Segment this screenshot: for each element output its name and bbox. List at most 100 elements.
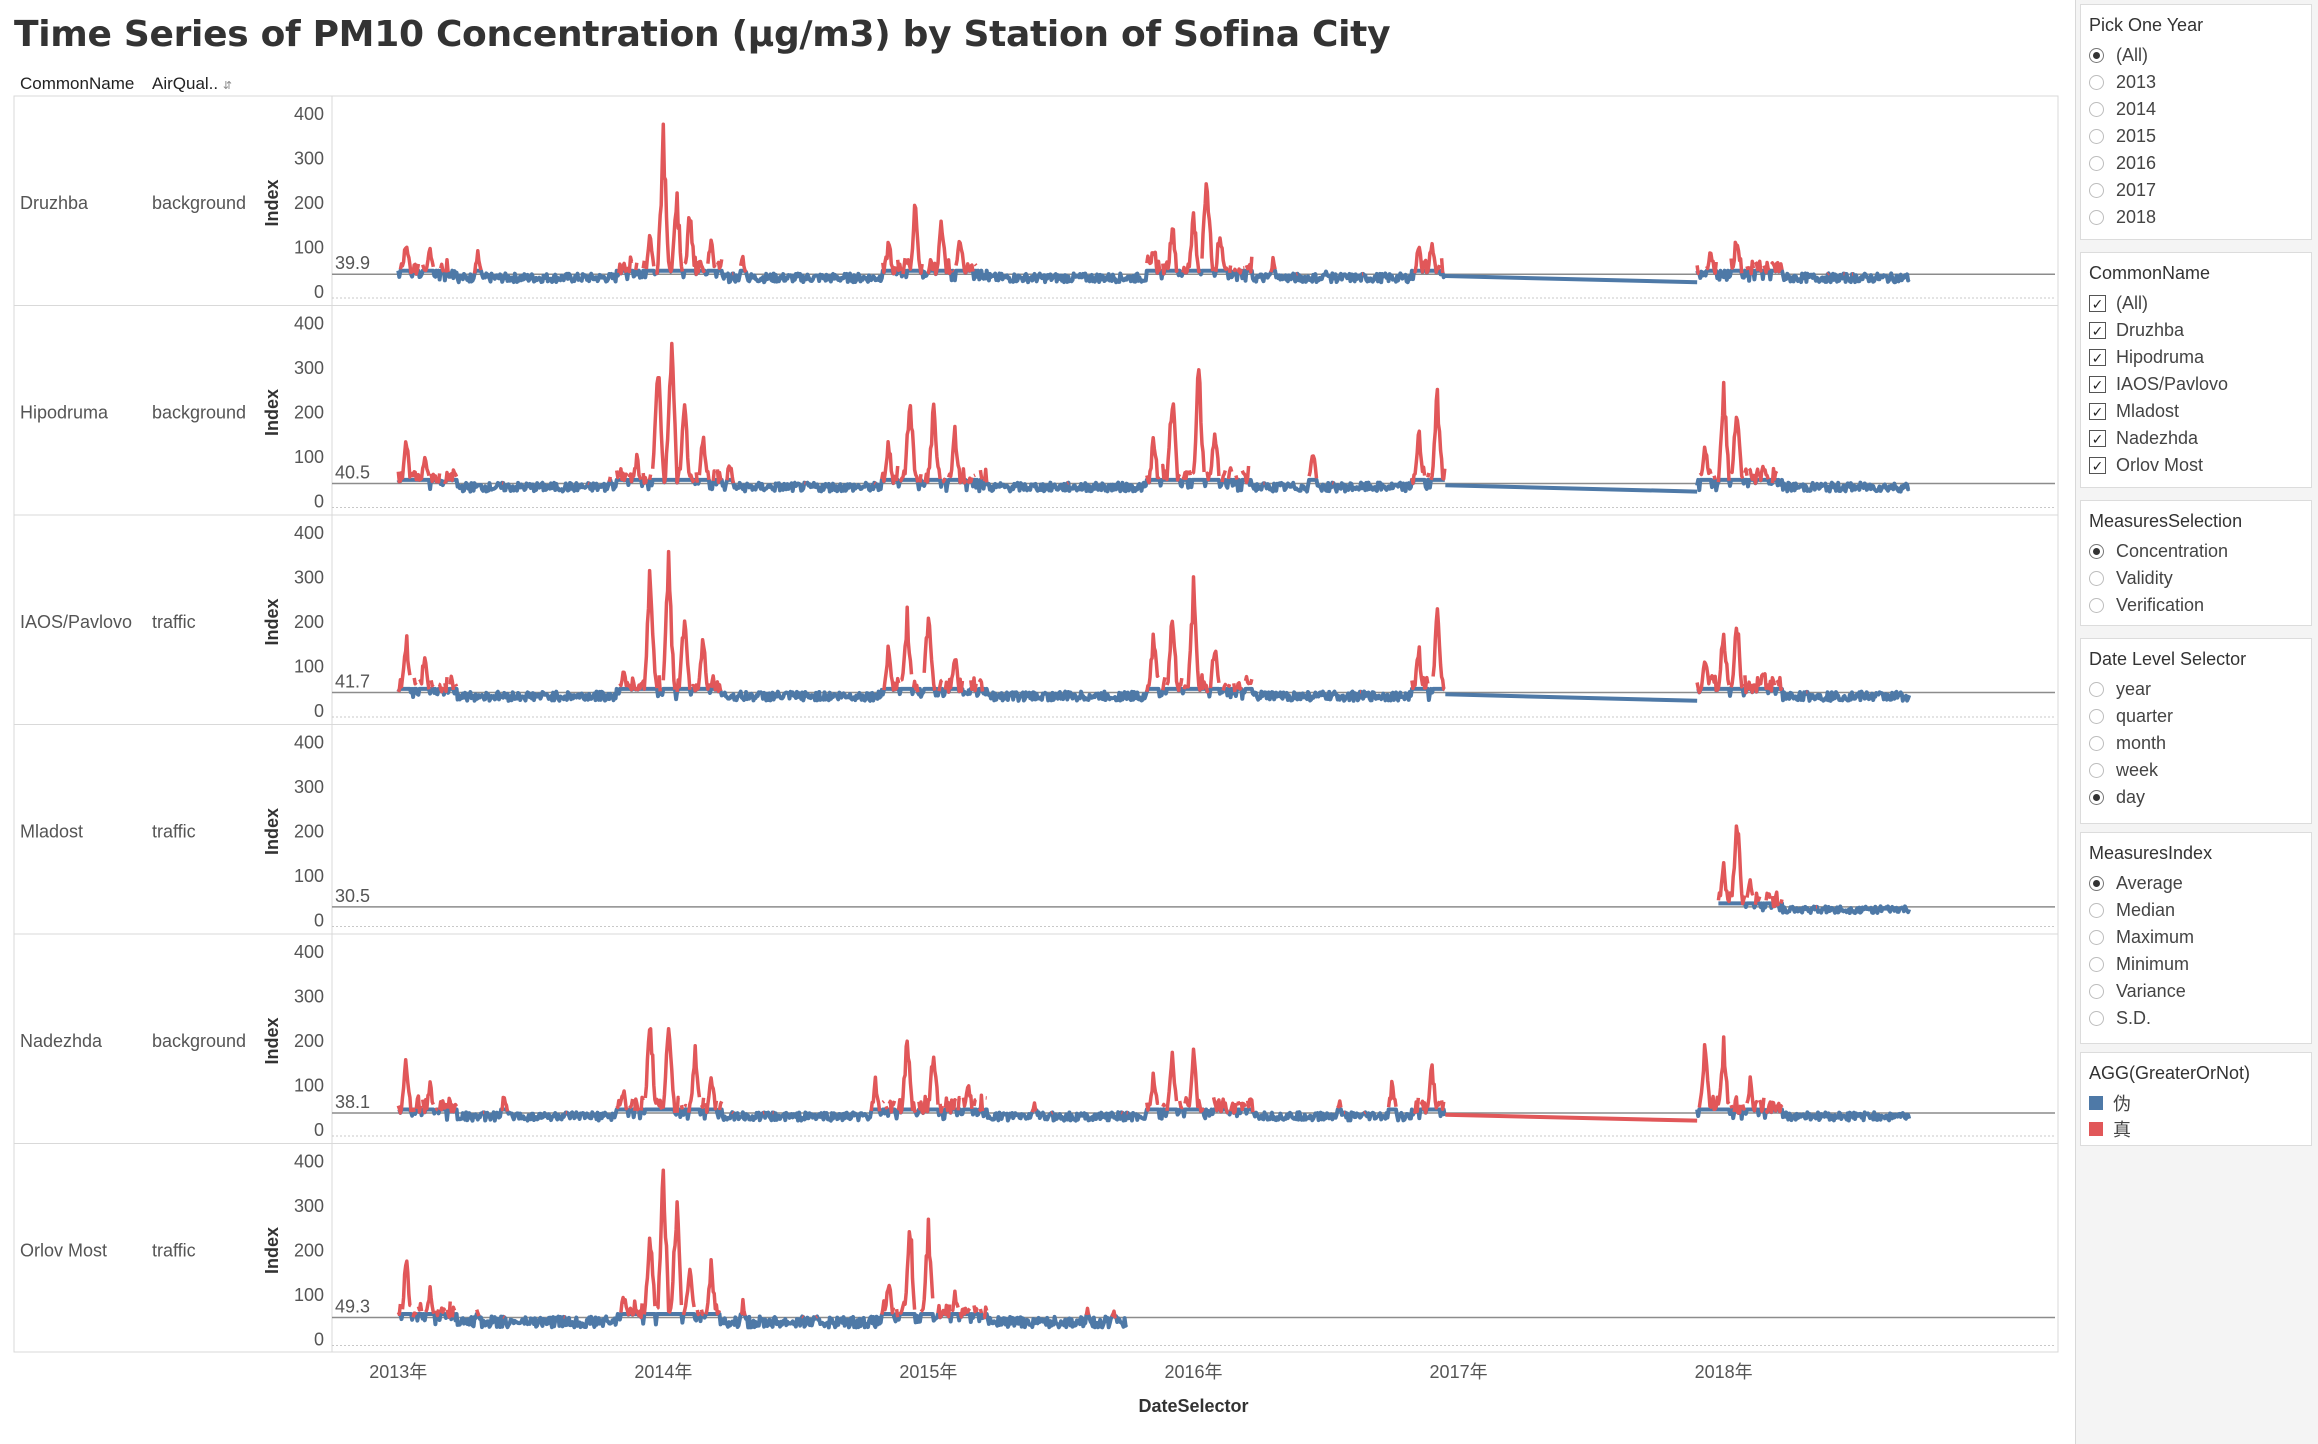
measures-index-options: Average Median Maximum Minimum Variance S.D.: [2081, 870, 2311, 1032]
checkbox[interactable]: ✓: [2089, 376, 2106, 393]
year-options: (All) 2013 2014 2015 2016 2017 2018: [2081, 42, 2311, 231]
radio-button[interactable]: [2089, 75, 2104, 90]
common-name-option[interactable]: ✓ IAOS/Pavlovo: [2081, 371, 2311, 398]
series-line-above: [1699, 1037, 1874, 1113]
radio-button[interactable]: [2089, 903, 2104, 918]
common-name-option[interactable]: ✓ (All): [2081, 290, 2311, 317]
checkbox[interactable]: ✓: [2089, 457, 2106, 474]
radio-button[interactable]: [2089, 102, 2104, 117]
radio-button[interactable]: [2089, 183, 2104, 198]
y-tick-label: 0: [314, 492, 324, 512]
year-option[interactable]: 2013: [2081, 69, 2311, 96]
radio-button[interactable]: [2089, 930, 2104, 945]
year-option-label: (All): [2116, 45, 2148, 65]
common-name-option-label: Nadezhda: [2116, 428, 2199, 448]
checkbox[interactable]: ✓: [2089, 295, 2106, 312]
year-option[interactable]: 2014: [2081, 96, 2311, 123]
checkbox[interactable]: ✓: [2089, 430, 2106, 447]
radio-button[interactable]: [2089, 571, 2104, 586]
date-level-option[interactable]: year: [2081, 676, 2311, 703]
date-level-option[interactable]: week: [2081, 757, 2311, 784]
measures-selection-option-label: Verification: [2116, 595, 2205, 615]
y-tick-label: 0: [314, 1330, 324, 1350]
common-name-option[interactable]: ✓ Nadezhda: [2081, 425, 2311, 452]
radio-button[interactable]: [2089, 682, 2104, 697]
measures-selection-option[interactable]: Validity: [2081, 565, 2311, 592]
radio-button[interactable]: [2089, 598, 2104, 613]
year-option[interactable]: 2015: [2081, 123, 2311, 150]
y-tick-label: 300: [294, 568, 324, 588]
series-line-above: [1697, 628, 1901, 692]
x-tick-label: 2015年: [899, 1362, 957, 1382]
row-station-label: IAOS/Pavlovo: [20, 612, 132, 632]
common-name-option[interactable]: ✓ Orlov Most: [2081, 452, 2311, 479]
measures-selection-option[interactable]: Verification: [2081, 592, 2311, 619]
radio-button[interactable]: [2089, 709, 2104, 724]
year-option[interactable]: 2018: [2081, 204, 2311, 231]
y-tick-label: 100: [294, 447, 324, 467]
common-name-option[interactable]: ✓ Hipodruma: [2081, 344, 2311, 371]
date-level-option[interactable]: quarter: [2081, 703, 2311, 730]
radio-button[interactable]: [2089, 156, 2104, 171]
radio-button[interactable]: [2089, 876, 2104, 891]
common-name-option[interactable]: ✓ Druzhba: [2081, 317, 2311, 344]
radio-button[interactable]: [2089, 544, 2104, 559]
legend-item[interactable]: 伪: [2081, 1090, 2311, 1116]
radio-button[interactable]: [2089, 210, 2104, 225]
column-header-airquality[interactable]: AirQual.. ⇵: [152, 74, 232, 94]
y-tick-label: 300: [294, 1196, 324, 1216]
column-header-commonname[interactable]: CommonName: [20, 74, 135, 93]
common-name-option-label: IAOS/Pavlovo: [2116, 374, 2229, 394]
legend-item[interactable]: 真: [2081, 1116, 2311, 1142]
filter-date-level: Date Level Selector year quarter month week…: [2080, 638, 2312, 824]
series-line-above: [396, 341, 1447, 486]
checkbox[interactable]: ✓: [2089, 349, 2106, 366]
radio-button[interactable]: [2089, 957, 2104, 972]
year-option[interactable]: 2017: [2081, 177, 2311, 204]
radio-button[interactable]: [2089, 984, 2104, 999]
legend-label: 真: [2113, 1120, 2131, 1140]
y-tick-label: 200: [294, 612, 324, 632]
x-tick-label: 2017年: [1430, 1362, 1488, 1382]
chart-row-iaos-pavlovo: 0 100 200 300 400 Index IAOS/Pavlovo traffic 41.…: [14, 514, 2058, 721]
series-line-below: [1695, 477, 1911, 494]
checkbox[interactable]: ✓: [2089, 322, 2106, 339]
filter-title: CommonName: [2089, 263, 2211, 283]
measures-index-option[interactable]: Variance: [2081, 978, 2311, 1005]
year-option[interactable]: 2016: [2081, 150, 2311, 177]
measures-index-option[interactable]: Minimum: [2081, 951, 2311, 978]
year-option-label: 2016: [2116, 153, 2157, 173]
year-option[interactable]: (All): [2081, 42, 2311, 69]
reference-line-label: 49.3: [335, 1297, 370, 1317]
radio-button[interactable]: [2089, 129, 2104, 144]
y-tick-label: 0: [314, 911, 324, 931]
measures-selection-option-label: Validity: [2116, 568, 2173, 588]
measures-index-option[interactable]: Maximum: [2081, 924, 2311, 951]
radio-button[interactable]: [2089, 736, 2104, 751]
measures-selection-option[interactable]: Concentration: [2081, 538, 2311, 565]
date-level-option-label: quarter: [2116, 706, 2174, 726]
radio-button[interactable]: [2089, 1011, 2104, 1026]
measures-index-option[interactable]: S.D.: [2081, 1005, 2311, 1032]
date-level-option[interactable]: day: [2081, 784, 2311, 811]
year-option-label: 2015: [2116, 126, 2157, 146]
sort-icon[interactable]: ⇵: [222, 80, 233, 92]
measures-index-option[interactable]: Average: [2081, 870, 2311, 897]
common-name-option[interactable]: ✓ Mladost: [2081, 398, 2311, 425]
checkbox[interactable]: ✓: [2089, 403, 2106, 420]
measures-index-option[interactable]: Median: [2081, 897, 2311, 924]
series-line-below: [397, 1312, 1129, 1330]
date-level-option[interactable]: month: [2081, 730, 2311, 757]
series-gap-line: [1445, 274, 1698, 285]
measures-selection-option-label: Concentration: [2116, 541, 2229, 561]
radio-button[interactable]: [2089, 790, 2104, 805]
radio-button[interactable]: [2089, 48, 2104, 63]
x-tick-label: 2013年: [369, 1362, 427, 1382]
radio-button[interactable]: [2089, 763, 2104, 778]
y-tick-label: 100: [294, 238, 324, 258]
y-tick-label: 300: [294, 358, 324, 378]
dashboard-title: Time Series of PM10 Concentration (µg/m3…: [14, 14, 1391, 55]
series-line-above: [400, 124, 1444, 274]
year-option-label: 2013: [2116, 72, 2157, 92]
